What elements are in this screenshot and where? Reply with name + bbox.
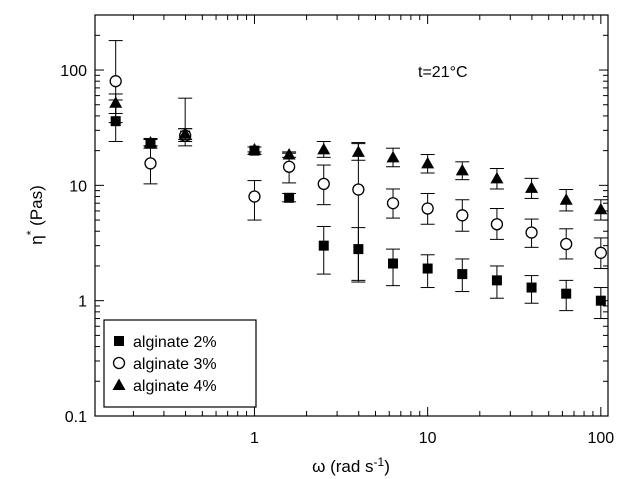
data-point <box>386 197 400 210</box>
data-point <box>455 163 469 176</box>
data-point <box>144 157 157 170</box>
x-tick-label: 10 <box>419 430 437 447</box>
legend-entries: alginate 2% alginate 3% alginate 4% <box>112 334 217 395</box>
data-point <box>594 246 607 259</box>
axis-ticks: 1 10 100 0.1 1 10 100 <box>60 14 614 447</box>
data-point <box>247 142 261 155</box>
data-point <box>422 263 433 274</box>
data-point <box>525 226 538 239</box>
legend-label: alginate 2% <box>133 334 217 351</box>
x-axis-title-main: ω (rad s <box>312 457 373 476</box>
legend-box <box>103 319 257 408</box>
data-point <box>456 209 469 222</box>
y-axis-title-superscript: * <box>24 230 38 235</box>
data-point <box>284 192 295 203</box>
data-point <box>388 258 399 269</box>
data-point <box>144 136 158 148</box>
data-point <box>561 288 572 299</box>
data-point <box>318 240 329 251</box>
y-axis-title-rest: (Pas) <box>27 185 46 230</box>
data-point <box>490 171 504 184</box>
data-point <box>421 202 434 215</box>
plot-frame <box>94 14 609 417</box>
data-point <box>490 218 504 231</box>
data-point <box>457 269 468 280</box>
data-point <box>526 282 537 293</box>
legend-marker <box>112 378 126 390</box>
data-point <box>421 156 435 169</box>
legend-label: alginate 3% <box>133 356 217 373</box>
data-point <box>317 177 330 191</box>
legend-label: alginate 4% <box>133 378 217 395</box>
series-alginate-2 <box>108 99 608 320</box>
data-point <box>352 183 365 196</box>
data-point <box>109 75 122 88</box>
x-tick-label: 100 <box>587 430 614 447</box>
x-tick-label: 1 <box>250 430 259 447</box>
y-tick-label: 1 <box>78 294 87 311</box>
data-point <box>525 181 539 193</box>
x-axis-title-superscript: -1 <box>374 455 385 469</box>
legend-marker <box>112 356 126 370</box>
data-point <box>248 190 261 203</box>
y-tick-label: 100 <box>60 63 87 80</box>
y-axis-title: η* (Pas) <box>24 185 46 244</box>
temperature-annotation: t=21°C <box>418 64 468 81</box>
y-axis-title-main: η <box>27 235 46 244</box>
x-axis-title: ω (rad s-1) <box>312 455 390 476</box>
data-point <box>317 142 331 155</box>
y-tick-label: 10 <box>69 178 87 195</box>
data-point <box>282 148 296 160</box>
data-point <box>386 150 400 163</box>
data-point <box>351 145 365 157</box>
legend: alginate 2% alginate 3% alginate 4% <box>103 319 257 408</box>
data-point <box>559 193 573 205</box>
data-point <box>109 96 123 108</box>
data-point <box>560 237 573 251</box>
data-point <box>178 127 192 139</box>
data-point <box>491 275 502 286</box>
legend-marker <box>114 336 124 346</box>
data-point <box>282 160 296 173</box>
chart-marks <box>108 40 608 320</box>
y-tick-label: 0.1 <box>65 409 87 426</box>
x-axis-title-close: ) <box>384 457 390 476</box>
